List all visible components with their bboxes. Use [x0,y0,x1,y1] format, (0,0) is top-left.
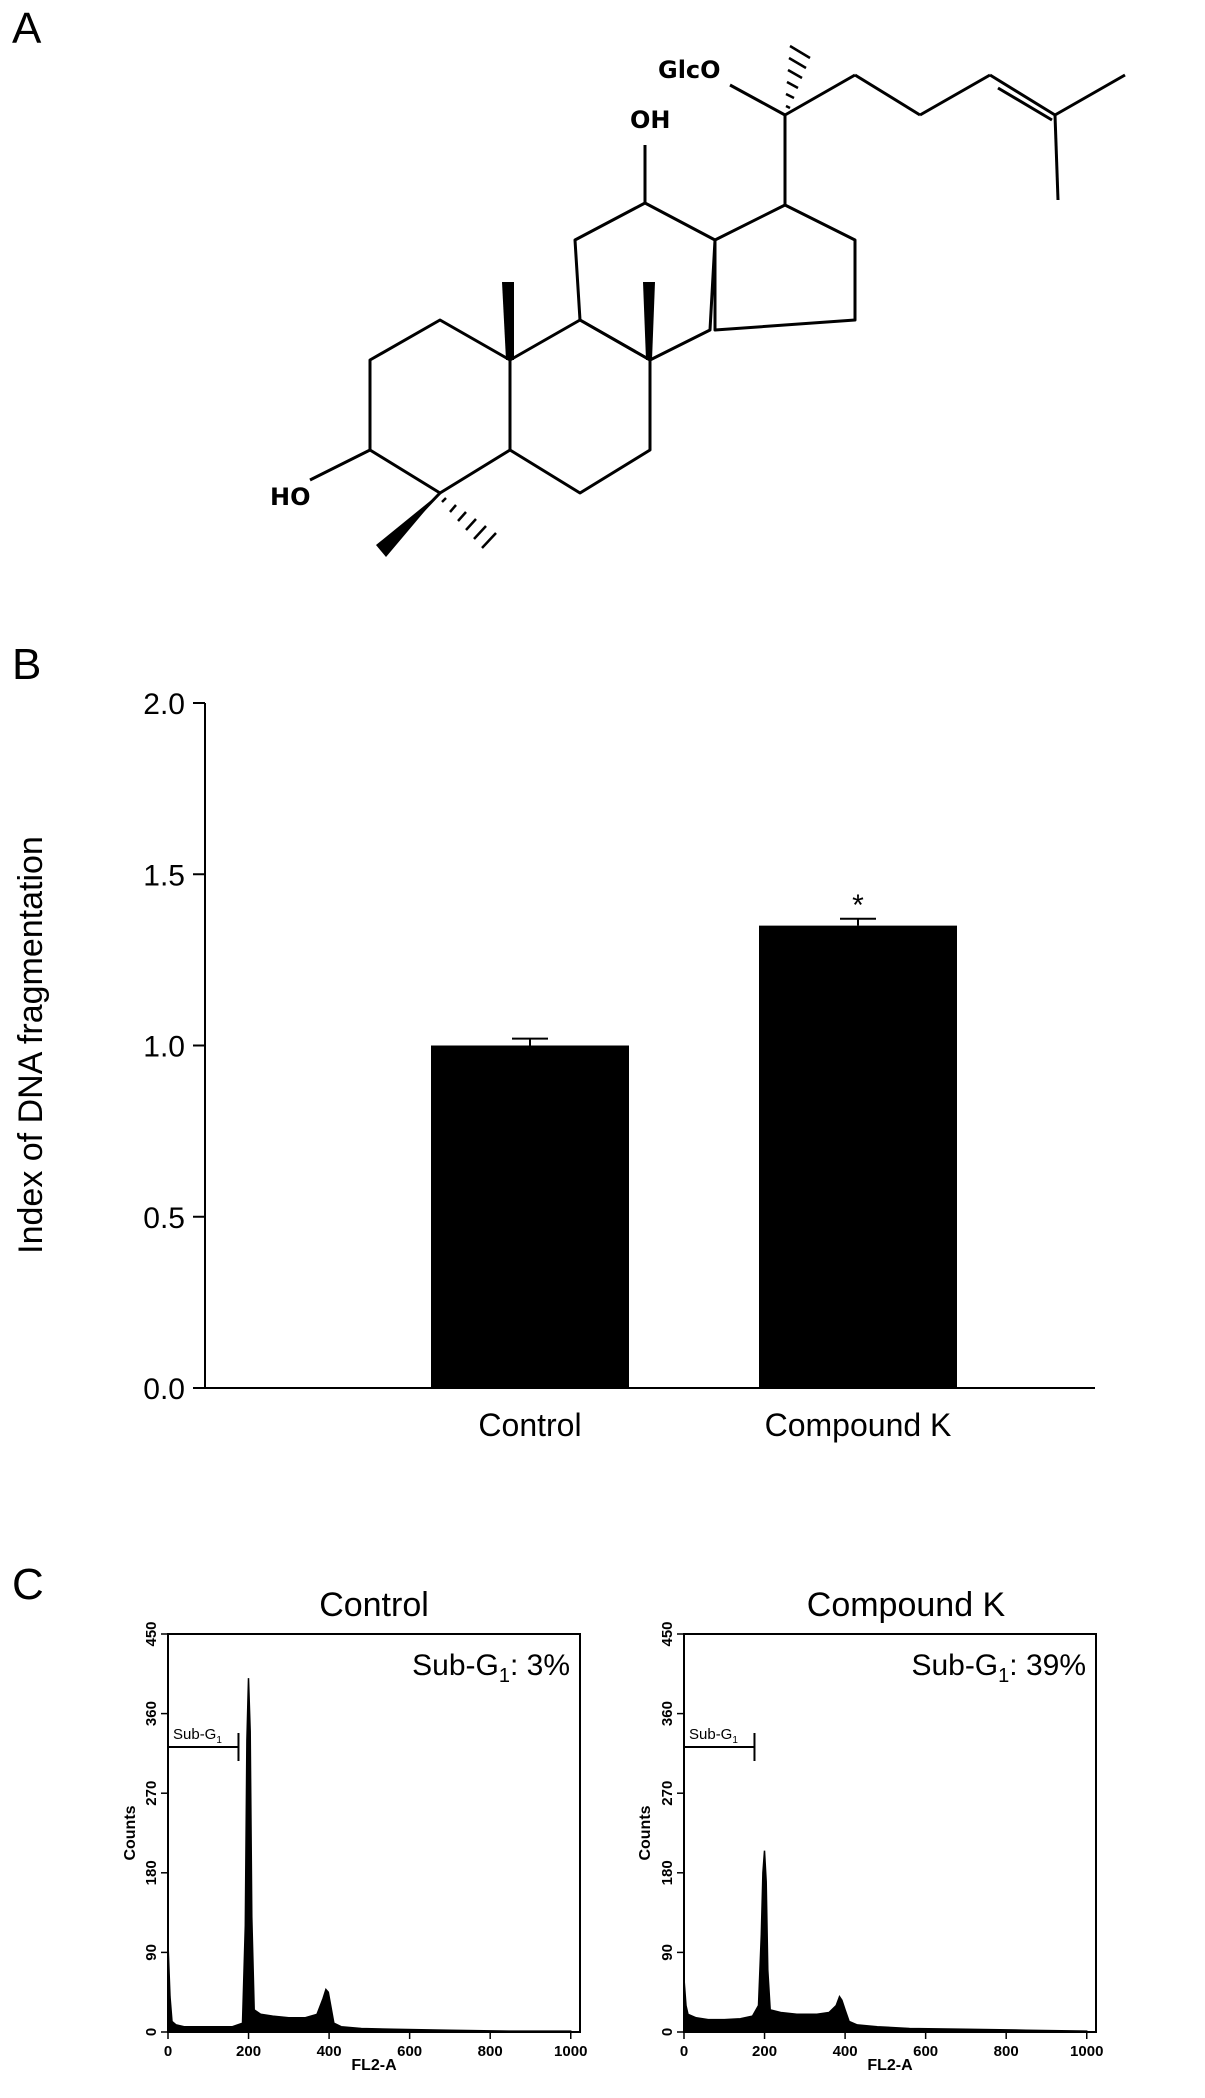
significance-marker: * [852,889,864,922]
chemical-structure: GlcO OH HO [270,44,1126,557]
histogram-compound-k: Compound K 0 200 400 600 800 1000 0 90 180 270 360… [637,1586,1103,2074]
bar-compound-k [759,925,957,1388]
y-tick-label: 0.0 [143,1373,185,1406]
side-chain-bond-2 [784,73,856,117]
ho-label: HO [270,483,311,511]
y-axis-label: Index of DNA fragmentation [12,836,50,1254]
histogram-area [167,1678,572,2033]
y-tick-label: 1.0 [143,1031,185,1064]
y-tick-label: 360 [659,1701,676,1726]
glco-bond [729,83,786,117]
dna-fragmentation-bar-chart: 0.0 0.5 1.0 1.5 2.0 Control Compound K * Index… [12,688,1095,1443]
ring-d [713,203,857,332]
y-tick-label: 0 [659,2028,676,2036]
panel-label-a: A [12,4,42,53]
y-axis-label: Counts [637,1805,654,1860]
ring-b [508,318,652,495]
y-tick-label: 450 [143,1621,160,1646]
y-tick-label: 2.0 [143,688,185,721]
x-axis-label: FL2-A [867,2057,913,2074]
y-tick-label: 450 [659,1621,676,1646]
y-tick-label: 270 [143,1781,160,1806]
bar-control [431,1045,629,1388]
x-tick-label: 200 [236,2043,261,2060]
glco-label: GlcO [658,56,721,84]
panel-label-c: C [12,1560,44,1609]
y-tick-label: 360 [143,1701,160,1726]
histogram-control: Control 0 200 400 600 800 1000 0 90 180 270 360 450… [122,1586,587,2074]
y-tick-label: 0 [143,2028,160,2036]
hashed-bonds [441,44,811,549]
x-tick-label: 600 [913,2043,938,2060]
ring-a [368,318,512,495]
y-tick-label: 270 [659,1781,676,1806]
y-tick-label: 180 [659,1860,676,1885]
oh-label: OH [630,106,671,134]
x-category-label: Control [478,1407,581,1443]
x-tick-label: 800 [994,2043,1019,2060]
ho-bond [309,448,371,482]
y-tick-label: 90 [659,1944,676,1961]
x-category-label: Compound K [765,1407,952,1443]
sub-g1-gate-label: Sub-G1 [689,1726,738,1746]
sub-g1-percent-annotation: Sub-G1: 3% [412,1649,570,1687]
plot-frame [683,1633,1097,2033]
x-tick-label: 1000 [1070,2043,1103,2060]
histogram-compound-k-title: Compound K [807,1586,1006,1624]
panel-label-b: B [12,640,42,689]
y-tick-label: 180 [143,1860,160,1885]
y-tick-label: 1.5 [143,859,185,892]
y-axis-label: Counts [122,1805,139,1860]
histogram-control-title: Control [319,1586,429,1624]
x-tick-label: 1000 [554,2043,587,2060]
x-tick-label: 600 [397,2043,422,2060]
x-tick-label: 200 [752,2043,777,2060]
sub-g1-gate-label: Sub-G1 [173,1726,222,1746]
y-tick-label: 0.5 [143,1202,185,1235]
x-tick-label: 800 [478,2043,503,2060]
histogram-area [683,1850,1088,2033]
x-tick-label: 0 [680,2043,688,2060]
x-tick-label: 400 [317,2043,342,2060]
x-axis-label: FL2-A [351,2057,397,2074]
wedge-bonds [376,282,655,557]
x-tick-label: 0 [164,2043,172,2060]
ring-c [573,201,717,362]
plot-frame [167,1633,581,2033]
x-tick-label: 400 [833,2043,858,2060]
sub-g1-percent-annotation: Sub-G1: 39% [911,1649,1086,1687]
y-tick-label: 90 [143,1944,160,1961]
